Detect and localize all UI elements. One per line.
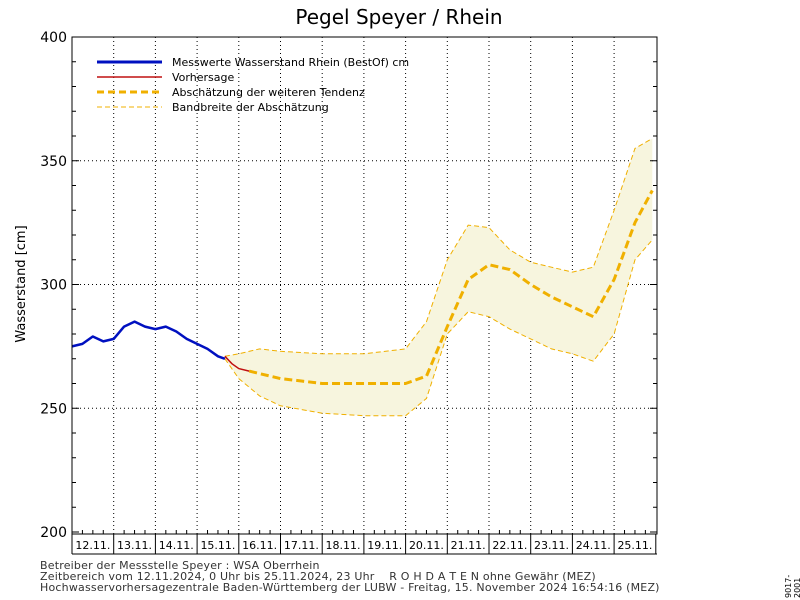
y-axis-label: Wasserstand [cm] bbox=[14, 225, 29, 342]
side-id: 9017-2001 bbox=[784, 574, 800, 598]
band-upper-line bbox=[224, 138, 653, 357]
forecast-band bbox=[224, 138, 653, 417]
x-ticks: 12.11. 13.11. 14.11. 15.11. 16.11. 17.11. 18.1… bbox=[71, 530, 657, 555]
x-tick-label: 22.11. bbox=[492, 539, 527, 552]
y-ticks: 200 250 300 350 400 bbox=[40, 30, 657, 541]
x-tick-label: 20.11. bbox=[409, 539, 444, 552]
band-lower-line bbox=[224, 239, 653, 417]
x-tick-label: 25.11. bbox=[617, 539, 652, 552]
footer-time-range: Zeitbereich vom 12.11.2024, 0 Uhr bis 25… bbox=[40, 570, 596, 583]
footer-publisher: Hochwasservorhersagezentrale Baden-Württ… bbox=[40, 581, 660, 594]
x-tick-label: 19.11. bbox=[367, 539, 402, 552]
x-tick-label: 14.11. bbox=[159, 539, 194, 552]
x-tick-label: 12.11. bbox=[75, 539, 110, 552]
band-fill bbox=[224, 138, 653, 416]
legend: Messwerte Wasserstand Rhein (BestOf) cm V… bbox=[97, 56, 409, 114]
x-tick-label: 21.11. bbox=[451, 539, 486, 552]
y-tick-label: 400 bbox=[40, 30, 67, 46]
measured-line bbox=[71, 320, 226, 360]
y-tick-label: 350 bbox=[40, 154, 67, 170]
plot-frame bbox=[71, 36, 658, 535]
footer-operator: Betreiber der Messstelle Speyer : WSA Ob… bbox=[40, 559, 320, 572]
chart-title: Pegel Speyer / Rhein bbox=[295, 5, 502, 29]
forecast-line bbox=[224, 355, 250, 372]
legend-label: Bandbreite der Abschätzung bbox=[172, 101, 329, 114]
legend-label: Abschätzung der weiteren Tendenz bbox=[172, 86, 365, 99]
x-tick-label: 15.11. bbox=[200, 539, 235, 552]
y-tick-label: 200 bbox=[40, 525, 67, 541]
x-tick-label: 23.11. bbox=[534, 539, 569, 552]
legend-label: Vorhersage bbox=[172, 71, 234, 84]
x-tick-label: 24.11. bbox=[576, 539, 611, 552]
y-tick-label: 250 bbox=[40, 401, 67, 417]
legend-label: Messwerte Wasserstand Rhein (BestOf) cm bbox=[172, 56, 409, 69]
x-tick-label: 18.11. bbox=[326, 539, 361, 552]
x-tick-label: 17.11. bbox=[284, 539, 319, 552]
x-tick-label: 16.11. bbox=[242, 539, 277, 552]
x-tick-label: 13.11. bbox=[117, 539, 152, 552]
series-lines bbox=[71, 189, 654, 385]
tendency-line bbox=[248, 189, 654, 385]
y-tick-label: 300 bbox=[40, 278, 67, 294]
